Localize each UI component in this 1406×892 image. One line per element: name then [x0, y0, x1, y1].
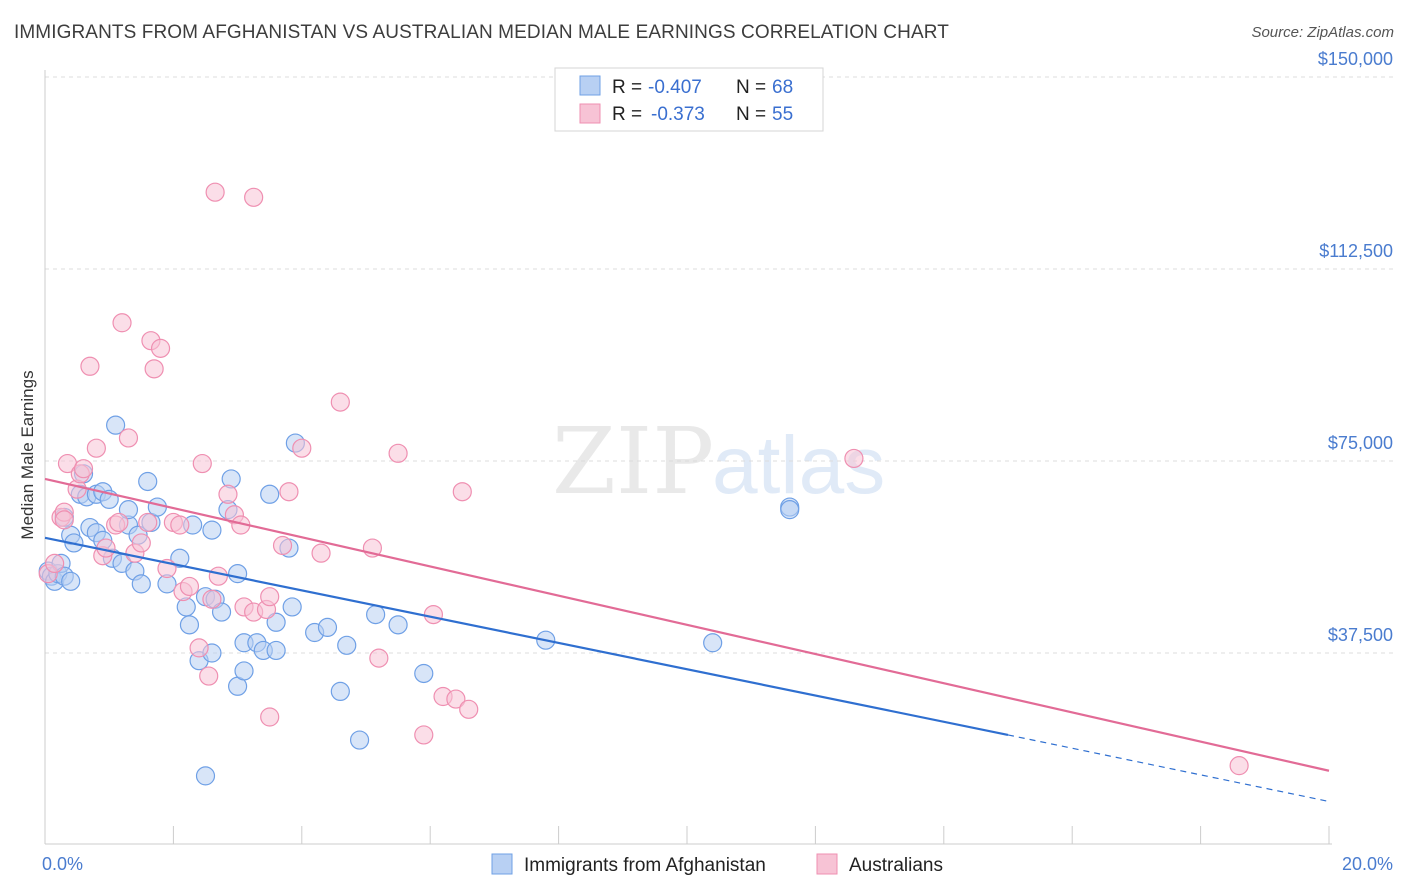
stats-r-label-0: R =	[612, 77, 642, 98]
stats-r-value-0: -0.407	[648, 77, 702, 98]
data-point	[414, 663, 434, 684]
grid	[45, 76, 1393, 654]
data-point	[61, 571, 81, 591]
legend-swatch-afghanistan	[491, 853, 513, 875]
data-point	[109, 512, 129, 533]
data-point	[1229, 756, 1249, 776]
data-point	[366, 604, 386, 625]
data-point	[388, 443, 408, 463]
data-point	[234, 661, 254, 681]
data-point	[260, 707, 280, 727]
data-point	[144, 359, 164, 379]
data-point	[282, 597, 302, 617]
legend-label-australians: Australians	[849, 855, 943, 876]
data-point	[54, 510, 74, 530]
data-point	[279, 482, 299, 502]
data-point	[170, 548, 190, 568]
data-point	[179, 576, 200, 597]
data-point	[844, 448, 864, 469]
series-afghanistan-points	[38, 415, 800, 786]
data-point	[330, 392, 350, 412]
data-point	[131, 533, 151, 553]
trend-lines	[44, 477, 1330, 803]
y-tick-labels: $37,500 $75,000 $112,500 $150,000	[1318, 49, 1393, 645]
data-point	[80, 356, 100, 376]
data-point	[202, 520, 222, 540]
data-point	[703, 633, 723, 653]
data-point	[311, 543, 331, 563]
data-point	[192, 453, 212, 474]
stats-r-label-1: R =	[612, 104, 642, 125]
data-point	[118, 500, 139, 520]
data-point	[202, 589, 222, 609]
data-point	[131, 574, 151, 594]
legend-swatch-australians	[816, 853, 838, 875]
data-point	[266, 612, 286, 632]
data-point	[266, 640, 286, 661]
data-point	[452, 482, 472, 502]
data-point	[138, 512, 158, 533]
stats-swatch-afghanistan	[579, 75, 601, 96]
data-point	[369, 648, 389, 668]
data-point	[292, 438, 312, 458]
trend-line-afghanistan-extension	[1007, 734, 1330, 803]
stats-n-value-1: 55	[772, 104, 793, 125]
data-point	[86, 438, 106, 458]
data-point	[446, 689, 466, 709]
data-point	[199, 666, 219, 686]
data-point	[147, 497, 167, 517]
y-tick-label: $75,000	[1328, 433, 1393, 453]
source-label: Source: ZipAtlas.com	[1251, 24, 1394, 41]
data-point	[459, 699, 479, 719]
data-point	[414, 725, 434, 745]
data-point	[272, 535, 293, 556]
x-ticks	[172, 826, 1330, 844]
data-point	[112, 313, 132, 333]
data-point	[45, 553, 65, 574]
data-point	[317, 617, 338, 638]
stats-n-label-1: N =	[736, 104, 766, 125]
axes	[44, 70, 1332, 845]
data-point	[189, 638, 209, 658]
chart-title: IMMIGRANTS FROM AFGHANISTAN VS AUSTRALIA…	[14, 22, 949, 43]
trend-line-afghanistan	[44, 536, 1009, 736]
data-point	[244, 187, 264, 207]
y-tick-label: $37,500	[1328, 625, 1393, 645]
y-tick-label: $112,500	[1319, 241, 1393, 261]
data-point	[170, 515, 190, 535]
x-tick-label-max: 20.0%	[1342, 854, 1393, 874]
series-legend: Immigrants from Afghanistan Australians	[491, 853, 943, 876]
data-point	[208, 566, 228, 586]
data-point	[260, 484, 280, 504]
stats-n-value-0: 68	[772, 77, 793, 98]
y-tick-label: $150,000	[1318, 49, 1393, 69]
data-point	[211, 602, 232, 622]
data-point	[138, 471, 158, 492]
stats-swatch-australians	[579, 103, 601, 124]
data-point	[218, 484, 238, 504]
data-point	[205, 182, 225, 202]
data-point	[423, 604, 444, 625]
data-point	[337, 635, 357, 655]
stats-r-value-1: -0.373	[651, 104, 705, 125]
data-point	[330, 681, 350, 702]
data-point	[388, 615, 408, 635]
trend-line-australians	[44, 477, 1330, 772]
stats-n-label-0: N =	[736, 77, 766, 98]
data-point	[228, 564, 248, 584]
stats-legend: R = -0.407 N = 68 R = -0.373 N = 55	[554, 67, 824, 132]
data-point	[260, 587, 280, 607]
data-point	[349, 730, 370, 750]
data-point	[106, 415, 126, 435]
data-point	[195, 766, 216, 786]
data-point	[150, 338, 171, 358]
legend-label-afghanistan: Immigrants from Afghanistan	[524, 855, 766, 876]
data-point	[73, 459, 94, 479]
x-tick-label-min: 0.0%	[42, 854, 83, 874]
y-axis-label: Median Male Earnings	[18, 370, 37, 539]
data-point	[780, 500, 800, 520]
data-point	[118, 428, 139, 448]
data-point	[179, 615, 200, 635]
